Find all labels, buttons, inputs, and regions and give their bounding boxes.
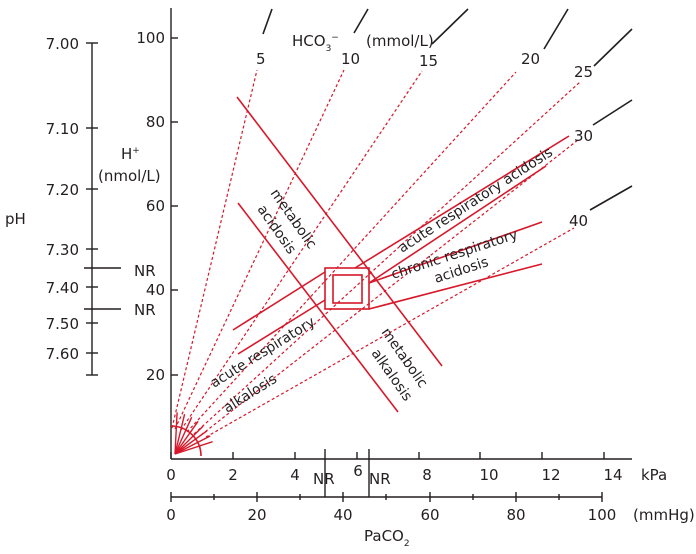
- ph-tick-label: 7.00: [46, 35, 79, 53]
- h-tick-label: 60: [146, 197, 165, 215]
- origin-fan-spoke: [174, 416, 193, 455]
- hco3-isopleths: [171, 8, 633, 438]
- hco3-values: 5 10 15 20 25 30 40: [256, 50, 593, 230]
- h-axis-title-unit: (nmol/L): [98, 167, 161, 185]
- h-tick-label: 40: [146, 281, 165, 299]
- h-tick-label: 80: [146, 113, 165, 131]
- origin-fan-spoke: [174, 414, 186, 455]
- ph-axis-title: pH: [5, 210, 26, 228]
- kpa-tick-label: 14: [603, 466, 622, 484]
- hco3-value: 25: [574, 63, 593, 81]
- band-lines: [232, 96, 570, 413]
- hco3-value: 20: [521, 50, 540, 68]
- ph-axis-ticks: [84, 42, 121, 376]
- ph-tick-label: 7.10: [46, 120, 79, 138]
- mmhg-tick-label: 100: [588, 506, 617, 524]
- ph-tick-label: 7.20: [46, 181, 79, 199]
- hco3-value: 40: [569, 212, 588, 230]
- svg-text:H+: H+: [121, 145, 140, 163]
- origin-fan-spoke: [174, 435, 211, 455]
- hco3-value: 15: [419, 52, 438, 70]
- hco3-value: 5: [256, 50, 266, 68]
- mmhg-axis-tick-labels: 0 20 40 60 80 100: [166, 506, 616, 524]
- hco3-value: 10: [341, 50, 360, 68]
- h-tick-label: 100: [136, 29, 165, 47]
- hco3-legend: HCO3− (mmol/L): [292, 32, 434, 54]
- origin-fan-spoke: [174, 412, 178, 455]
- origin-fan: [174, 412, 213, 455]
- kpa-tick-label: 2: [228, 466, 238, 484]
- mmhg-tick-label: 0: [166, 506, 176, 524]
- ph-axis-tick-labels: 7.00 7.10 7.20 7.30 7.40 7.50 7.60: [46, 35, 79, 363]
- kpa-unit-label: kPa: [641, 466, 667, 484]
- ph-tick-label: 7.60: [46, 345, 79, 363]
- hco3-unit: (mmol/L): [366, 32, 434, 50]
- h-axis-title-h: H: [121, 145, 132, 163]
- origin-fan-spoke: [174, 430, 208, 455]
- kpa-tick-label: 10: [479, 466, 498, 484]
- hco3-label-sup: −: [331, 33, 339, 43]
- kpa-tick-label: 12: [541, 466, 560, 484]
- svg-text:HCO3−: HCO3−: [292, 32, 339, 54]
- hco3-label-sub: 3: [326, 44, 332, 54]
- hco3-label: HCO: [292, 32, 326, 50]
- kpa-axis-ticks: [170, 449, 605, 497]
- h-axis-title: H+ (nmol/L): [98, 145, 161, 185]
- kpa-nr-label: NR: [313, 470, 335, 488]
- origin-fan-spoke: [174, 441, 213, 455]
- h-tick-label: 20: [146, 366, 165, 384]
- ph-nr-label: NR: [134, 262, 156, 280]
- h-axis-tick-labels: 100 80 60 40 20: [136, 29, 165, 384]
- kpa-axis-tick-labels: 0 2 4 6 8 10 12 14: [166, 462, 622, 484]
- x-axis-title: PaCO2: [364, 527, 410, 549]
- region-labels: metabolic acidosis acute respiratory aci…: [208, 144, 556, 416]
- origin-fan-spoke: [174, 420, 199, 455]
- x-axis-title-text: PaCO: [364, 527, 404, 545]
- kpa-tick-label: 0: [166, 466, 176, 484]
- kpa-tick-label: 4: [290, 466, 300, 484]
- mmhg-tick-label: 80: [506, 506, 525, 524]
- kpa-tick-label: 6: [353, 462, 363, 480]
- mmhg-tick-label: 40: [333, 506, 352, 524]
- h-axis-title-sup: +: [132, 146, 140, 156]
- mmhg-tick-label: 20: [247, 506, 266, 524]
- ph-tick-label: 7.50: [46, 315, 79, 333]
- ph-tick-label: 7.30: [46, 241, 79, 259]
- mmhg-unit-label: (mmHg): [633, 506, 695, 524]
- kpa-nr-label: NR: [369, 470, 391, 488]
- kpa-tick-label: 8: [422, 466, 432, 484]
- ph-tick-label: 7.40: [46, 279, 79, 297]
- hco3-value: 30: [574, 127, 593, 145]
- ph-nr-label: NR: [134, 301, 156, 319]
- origin-fan-spoke: [174, 425, 204, 455]
- h-axis-ticks: [171, 37, 178, 376]
- mmhg-axis-ticks: [170, 492, 603, 502]
- x-axis-title-sub: 2: [404, 539, 410, 549]
- mmhg-tick-label: 60: [420, 506, 439, 524]
